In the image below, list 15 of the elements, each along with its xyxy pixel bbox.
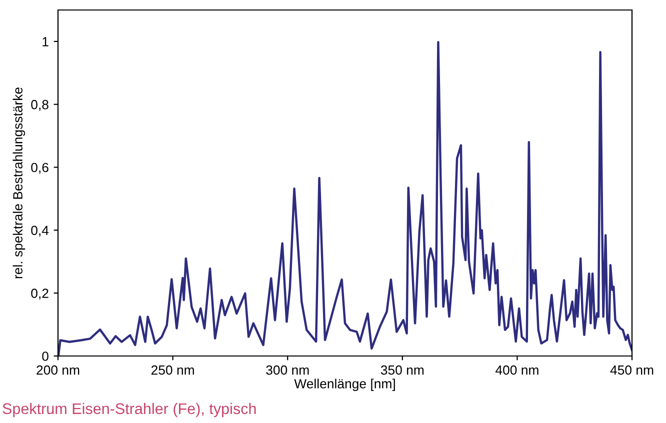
y-tick-label: 0,4 xyxy=(31,226,49,237)
x-tick-label: 300 nm xyxy=(266,365,309,375)
x-axis-title: Wellenlänge [nm] xyxy=(294,378,395,392)
y-tick-label: 0,6 xyxy=(31,162,48,174)
text: Spektrum Eisen-Strahler (Fe), typisch xyxy=(2,402,256,418)
y-tick-label: 0,8 xyxy=(31,100,48,111)
x-tick-label: 400 nm xyxy=(496,365,538,375)
y-tick-label: 1 xyxy=(42,37,48,46)
y-tick-label: 0 xyxy=(42,352,48,361)
y-tick-label: 0,2 xyxy=(31,288,48,300)
x-tick-label: 200 nm xyxy=(36,365,80,375)
y-axis-title: rel. spektrale Bestrahlungsstärke xyxy=(12,88,26,278)
x-tick-label: 250 nm xyxy=(151,365,194,375)
x-tick-label: 450 nm xyxy=(610,365,654,375)
x-tick-label: 350 nm xyxy=(380,365,424,375)
